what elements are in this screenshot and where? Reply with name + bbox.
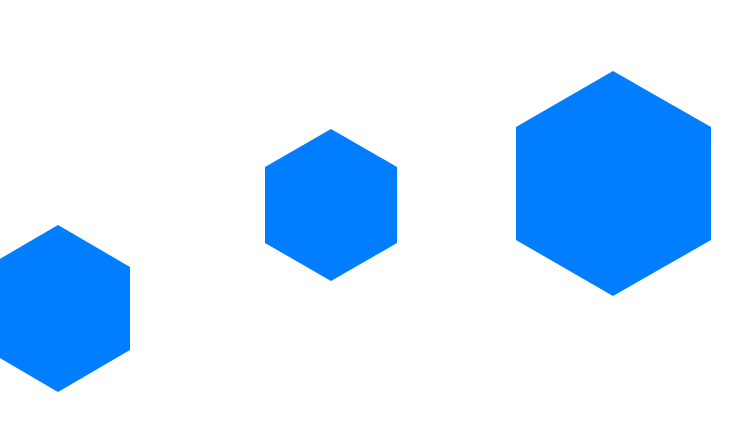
hexagon-small-left (0, 225, 130, 392)
hexagon-large-right (516, 71, 711, 296)
hexagon-small-center (265, 129, 397, 281)
